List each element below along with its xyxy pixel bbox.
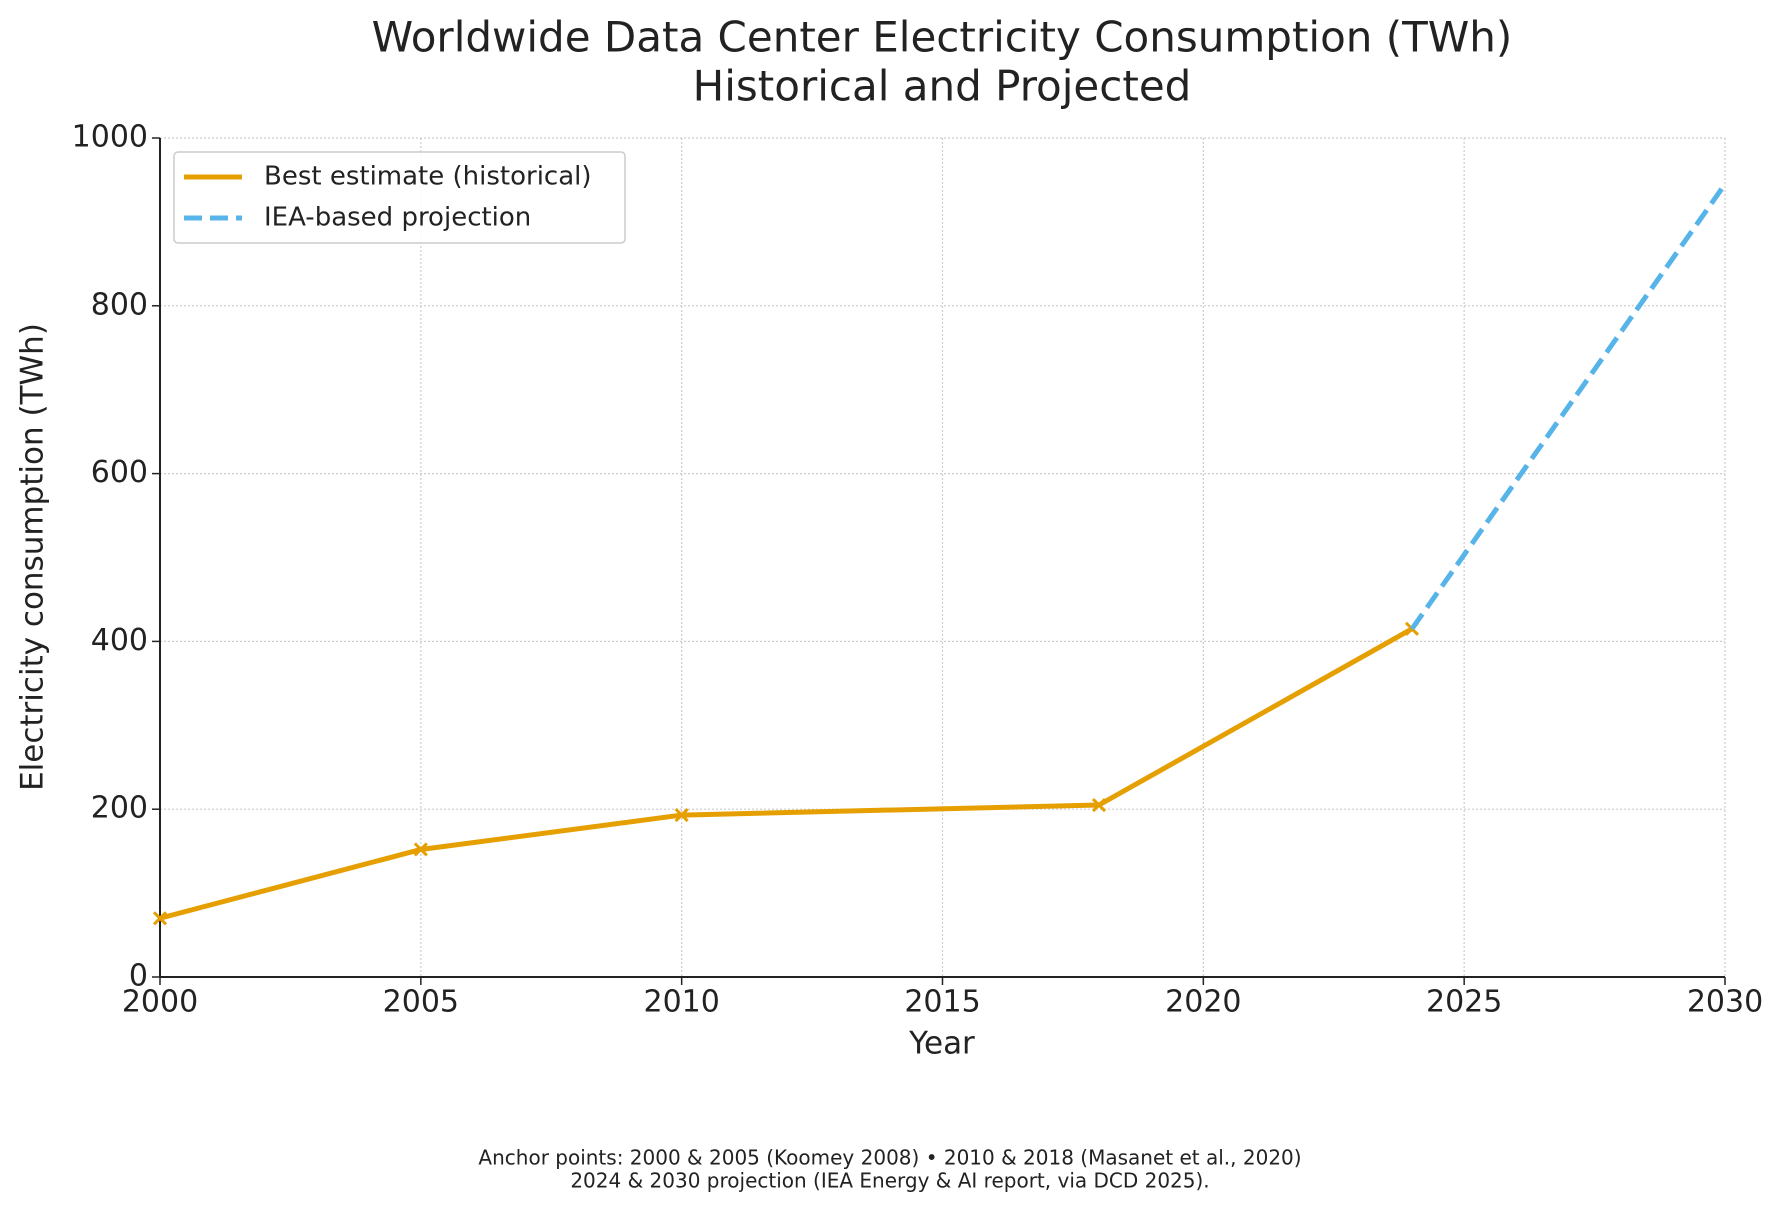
y-tick-label: 0 — [129, 959, 148, 994]
data-point — [1091, 797, 1107, 813]
y-tick-label: 200 — [91, 791, 148, 826]
series-line — [1409, 182, 1728, 631]
legend-label: IEA-based projection — [264, 203, 531, 233]
x-axis-label: Year — [908, 1026, 975, 1062]
x-tick-label: 2020 — [1165, 985, 1241, 1020]
y-tick-label: 600 — [91, 455, 148, 490]
y-tick-label: 1000 — [72, 120, 148, 155]
chart-subtitle: Historical and Projected — [693, 62, 1192, 111]
data-point — [152, 911, 168, 926]
footnote: Anchor points: 2000 & 2005 (Koomey 2008)… — [478, 1146, 1301, 1170]
series-line — [159, 626, 1414, 921]
y-tick-label: 800 — [91, 287, 148, 322]
x-tick-label: 2000 — [122, 985, 198, 1020]
legend-box — [173, 151, 626, 244]
data-point — [413, 842, 428, 857]
y-axis-label: Electricity consumption (TWh) — [15, 323, 51, 791]
x-tick-label: 2030 — [1687, 985, 1763, 1020]
x-tick-label: 2015 — [904, 985, 980, 1020]
chart-title: Worldwide Data Center Electricity Consum… — [372, 13, 1513, 62]
legend-label: Best estimate (historical) — [264, 162, 592, 192]
footnote: 2024 & 2030 projection (IEA Energy & AI … — [570, 1169, 1209, 1193]
x-tick-label: 2025 — [1426, 985, 1502, 1020]
x-tick-label: 2005 — [383, 985, 459, 1020]
data-point — [674, 808, 689, 823]
x-tick-label: 2010 — [643, 985, 719, 1020]
y-tick-label: 400 — [91, 623, 148, 658]
legend: Best estimate (historical) IEA-based proj… — [173, 151, 626, 244]
